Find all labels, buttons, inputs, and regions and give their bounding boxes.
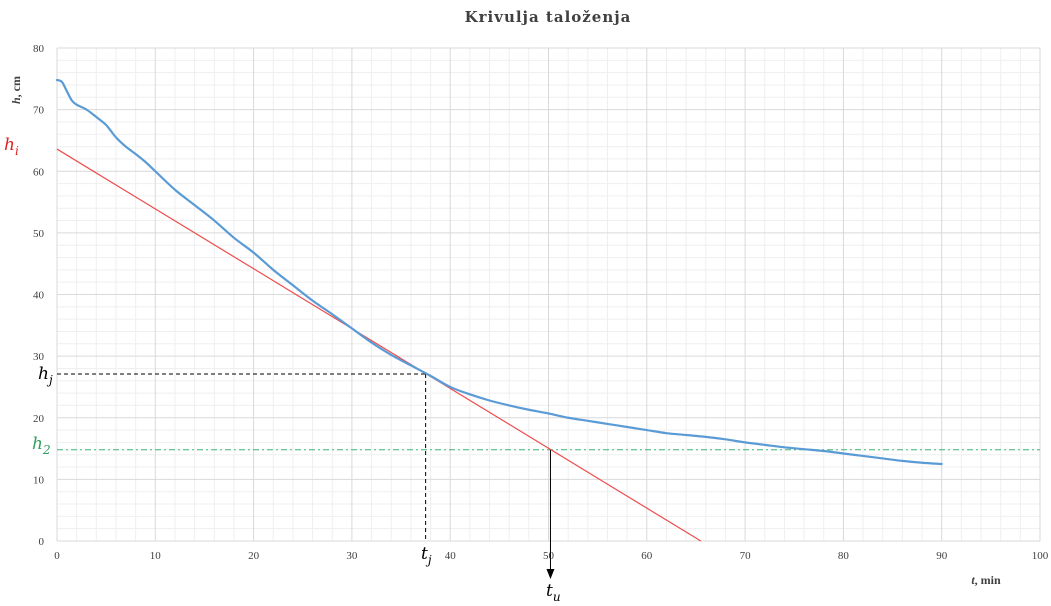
hi-label-main: h: [4, 135, 15, 155]
y-tick-label: 0: [39, 536, 45, 548]
tu-label-main: t: [546, 581, 553, 601]
major-grid: [56, 47, 1041, 542]
settling-curve-line: [55, 78, 943, 466]
x-tick-label: 10: [150, 550, 162, 562]
x-tick-label: 60: [641, 550, 653, 562]
y-axis-label-unit: , cm: [9, 76, 23, 97]
x-tick-label: 70: [740, 550, 752, 562]
y-tick-label: 20: [33, 413, 45, 425]
y-tick-label: 50: [33, 228, 45, 240]
x-tick-label: 0: [54, 550, 60, 562]
tu-label-sub: u: [553, 590, 561, 604]
tj-label-main: t: [421, 544, 428, 564]
tj-label-sub: j: [425, 553, 432, 567]
x-axis-label: t, min: [971, 573, 1001, 587]
x-axis-label-unit: , min: [975, 573, 1001, 587]
h2-label-sub: 2: [42, 443, 51, 457]
x-tick-label: 90: [936, 550, 948, 562]
x-tick-label: 30: [346, 550, 358, 562]
h2-label: h2: [32, 434, 51, 457]
hj-label-sub: j: [46, 373, 53, 387]
hi-label-sub: i: [15, 144, 19, 158]
y-tick-label: 40: [33, 290, 45, 302]
tangent-line: [56, 148, 702, 542]
tu-arrowhead: [546, 569, 555, 579]
x-tick-label: 100: [1032, 550, 1049, 562]
y-tick-label: 70: [33, 105, 45, 117]
y-tick-label: 10: [33, 474, 45, 486]
x-tick-labels: 0 10 20 30 40 50 60 70 80 90 100: [54, 550, 1049, 562]
x-tick-label: 20: [248, 550, 260, 562]
hj-label-main: h: [38, 364, 49, 384]
y-axis-label: h, cm: [9, 76, 23, 104]
x-tick-label: 40: [445, 550, 457, 562]
x-tick-label: 80: [838, 550, 850, 562]
hj-label: hj: [38, 364, 53, 387]
y-axis-label-symbol: h: [9, 97, 23, 104]
tu-label: tu: [546, 581, 561, 604]
y-tick-label: 80: [33, 43, 45, 55]
y-tick-labels: 0 10 20 30 40 50 60 70 80: [33, 43, 45, 548]
tj-label: tj: [421, 544, 432, 567]
hi-label: hi: [4, 135, 19, 158]
x-tick-label: 50: [543, 550, 555, 562]
y-tick-label: 60: [33, 166, 45, 178]
y-tick-label: 30: [33, 351, 45, 363]
x-axis-label-symbol: t: [971, 573, 975, 587]
h2-label-main: h: [32, 434, 43, 454]
chart-title: Krivulja taloženja: [465, 8, 632, 26]
